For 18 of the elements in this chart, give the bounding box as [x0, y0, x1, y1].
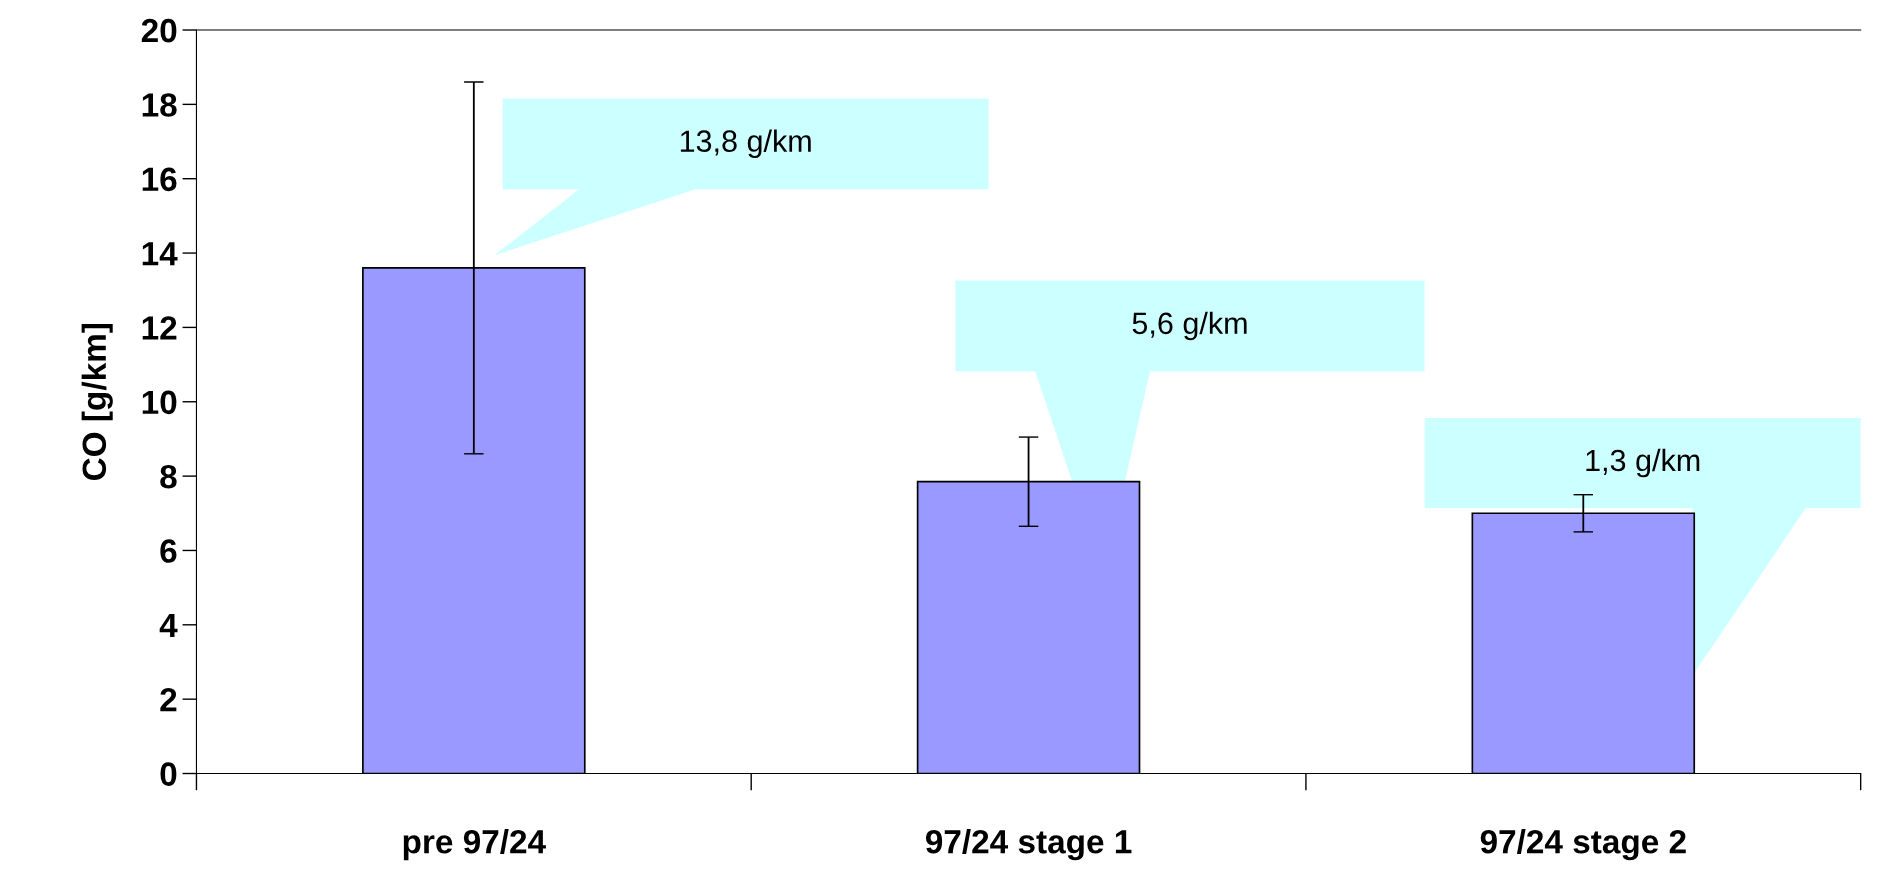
y-tick-label: 20: [141, 18, 177, 43]
y-axis-title: CO [g/km]: [81, 324, 113, 481]
y-tick-label: 8: [160, 464, 177, 489]
y-tick-label: 4: [159, 613, 178, 637]
annotation: 13,8 g/km: [680, 129, 811, 159]
x-tick-label: pre 97/24: [403, 829, 546, 861]
annotation: 5,6 g/km: [1132, 311, 1247, 341]
x-tick-label: 97/24 stage 2: [1480, 829, 1686, 861]
y-tick-label: 16: [142, 167, 177, 192]
y-tick-label: 6: [160, 539, 177, 563]
y-tick-label: 14: [142, 242, 178, 266]
y-tick-label: 18: [142, 93, 177, 117]
x-tick-label: 97/24 stage 1: [925, 829, 1132, 861]
y-tick-label: 10: [142, 390, 177, 415]
y-tick-label: 12: [142, 316, 177, 340]
y-tick-label: 0: [160, 762, 177, 786]
y-tick-label: 2: [160, 687, 177, 712]
annotation: 1,3 g/km: [1586, 448, 1700, 478]
